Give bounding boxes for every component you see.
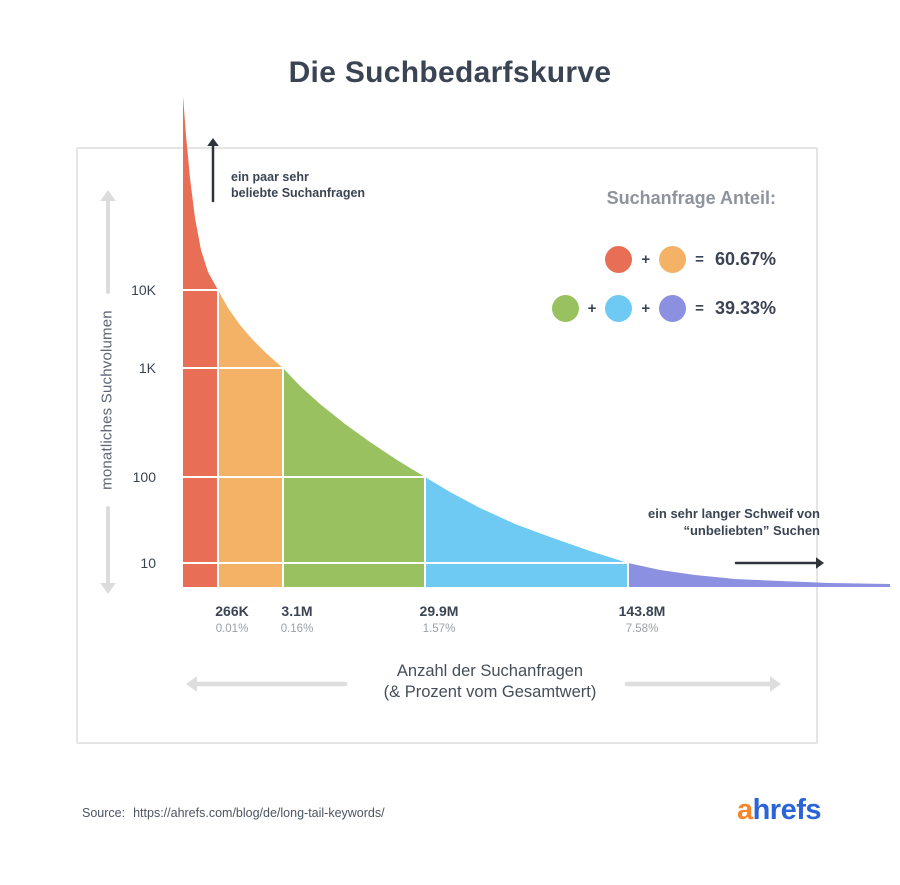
source-label: Source:: [82, 806, 126, 820]
legend-row-1: + = 60.67%: [552, 246, 776, 273]
x-marker-percent: 0.01%: [215, 623, 249, 635]
legend-equals: =: [695, 300, 704, 317]
legend-equals: =: [695, 251, 704, 268]
tail-annotation-line2: “unbeliebten” Suchen: [683, 523, 820, 538]
y-tick-10: 10: [140, 555, 156, 571]
legend-title: Suchanfrage Anteil:: [606, 188, 776, 208]
legend-dot: [659, 246, 687, 273]
head-annotation: ein paar sehr beliebte Suchanfragen: [231, 169, 365, 201]
legend-plus: +: [587, 300, 597, 317]
legend-dot: [605, 295, 633, 322]
legend-value: 39.33%: [714, 298, 776, 318]
legend-dot: [605, 246, 633, 273]
x-axis-title-line1: Anzahl der Suchanfragen: [396, 662, 584, 680]
x-marker-value: 29.9M: [419, 603, 459, 619]
head-annotation-up-arrow-icon: [207, 138, 219, 203]
x-marker-percent: 1.57%: [422, 623, 456, 635]
x-axis-title: Anzahl der Suchanfragen (& Prozent vom G…: [250, 661, 730, 703]
x-axis-title-line2: (& Prozent vom Gesamtwert): [383, 683, 597, 701]
y-axis-label: monatliches Suchvolumen: [98, 310, 116, 490]
head-annotation-line2: beliebte Suchanfragen: [231, 186, 366, 200]
legend-row-2: + + = 39.33%: [551, 295, 776, 322]
page-title: Die Suchbedarfskurve: [288, 56, 612, 89]
curve-segment-volume-1k-10k: [218, 290, 283, 587]
y-axis-down-arrow-icon: [100, 506, 116, 594]
curve-segment-volume-10-100: [425, 477, 628, 587]
y-axis-up-arrow-icon: [100, 190, 116, 294]
y-tick-10K: 10K: [131, 282, 156, 298]
tail-annotation-line1: ein sehr langer Schweif von: [648, 506, 820, 521]
legend-plus: +: [641, 300, 651, 317]
y-tick-1K: 1K: [138, 360, 156, 376]
head-annotation-line1: ein paar sehr: [231, 170, 309, 184]
tail-annotation: ein sehr langer Schweif von “unbeliebten…: [648, 505, 820, 539]
x-marker-3.1M: 3.1M 0.16%: [281, 603, 314, 635]
source: Source: https://ahrefs.com/blog/de/long-t…: [82, 806, 385, 820]
y-tick-100: 100: [132, 469, 156, 485]
x-axis-right-arrow-icon: [624, 676, 781, 692]
curve-segment-volume-over-10k: [183, 96, 218, 587]
x-marker-value: 143.8M: [618, 603, 666, 619]
legend-value: 60.67%: [714, 249, 776, 269]
ahrefs-logo: ahrefs: [736, 794, 822, 827]
curve-segment-volume-under-10: [628, 563, 890, 587]
x-marker-value: 3.1M: [281, 603, 313, 619]
source-url: https://ahrefs.com/blog/de/long-tail-key…: [133, 806, 385, 820]
x-marker-percent: 7.58%: [625, 623, 659, 635]
legend: + = 60.67% + + = 39.33%: [551, 246, 776, 344]
ahrefs-logo-a: a: [736, 794, 753, 826]
x-axis-left-arrow-icon: [186, 676, 348, 692]
legend-dot: [659, 295, 687, 322]
x-marker-143.8M: 143.8M 7.58%: [619, 603, 666, 635]
x-marker-266K: 266K 0.01%: [215, 603, 248, 635]
legend-dot: [551, 295, 579, 322]
x-marker-percent: 0.16%: [280, 623, 314, 635]
legend-plus: +: [641, 251, 651, 268]
ahrefs-logo-hrefs: hrefs: [752, 794, 822, 826]
x-marker-29.9M: 29.9M 1.57%: [420, 603, 459, 635]
tail-annotation-right-arrow-icon: [734, 557, 824, 569]
x-marker-value: 266K: [215, 603, 249, 619]
